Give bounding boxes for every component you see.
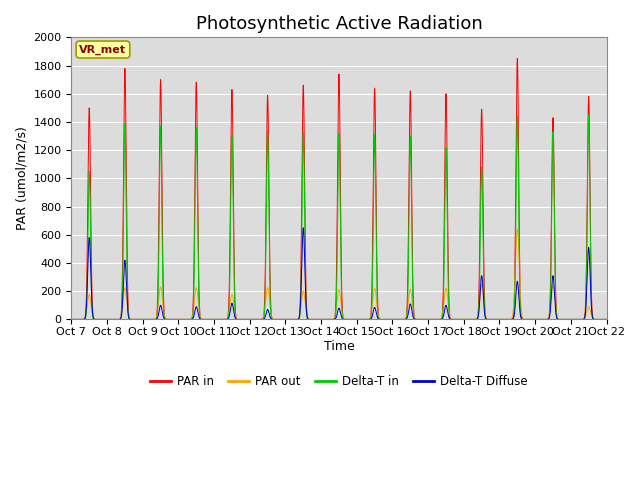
Text: VR_met: VR_met <box>79 44 127 55</box>
Legend: PAR in, PAR out, Delta-T in, Delta-T Diffuse: PAR in, PAR out, Delta-T in, Delta-T Dif… <box>145 370 532 393</box>
Title: Photosynthetic Active Radiation: Photosynthetic Active Radiation <box>196 15 483 33</box>
X-axis label: Time: Time <box>324 340 355 353</box>
Y-axis label: PAR (umol/m2/s): PAR (umol/m2/s) <box>15 126 28 230</box>
